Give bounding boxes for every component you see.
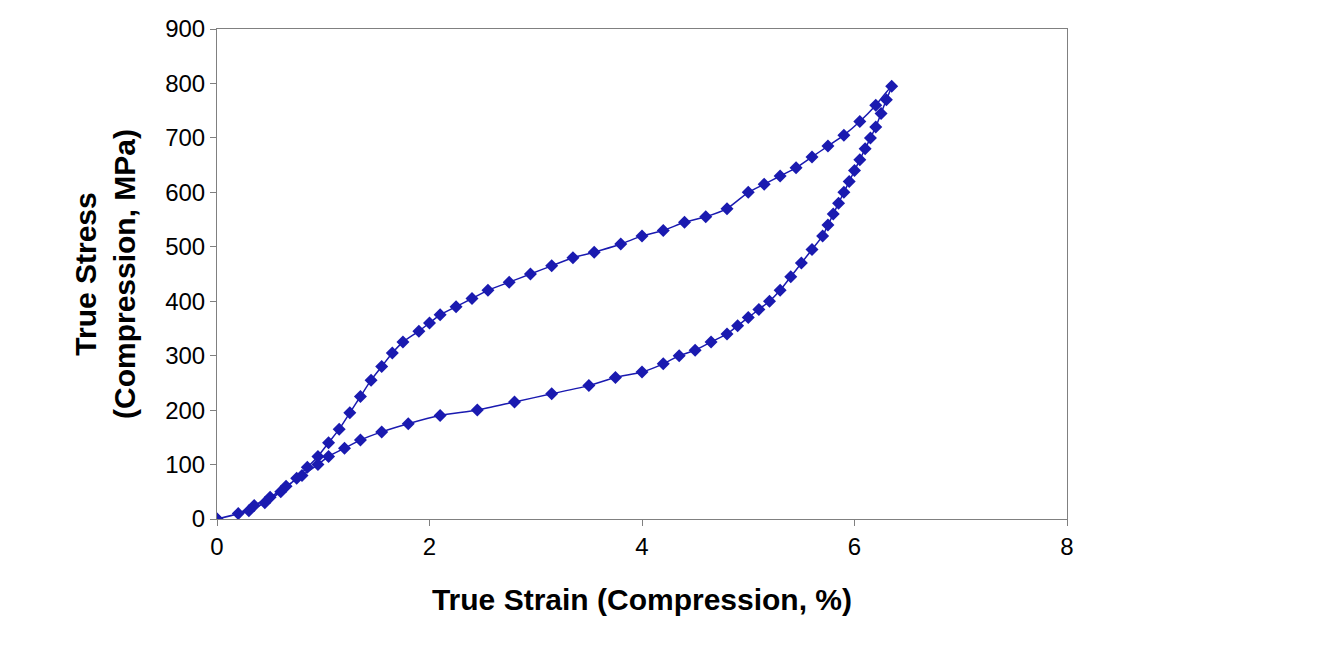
svg-text:6: 6 xyxy=(848,533,861,560)
svg-text:100: 100 xyxy=(165,451,205,478)
svg-text:300: 300 xyxy=(165,342,205,369)
svg-text:8: 8 xyxy=(1060,533,1073,560)
svg-text:0: 0 xyxy=(192,505,205,532)
svg-text:2: 2 xyxy=(423,533,436,560)
svg-text:True Strain (Compression, %): True Strain (Compression, %) xyxy=(432,583,852,616)
svg-text:500: 500 xyxy=(165,233,205,260)
svg-text:200: 200 xyxy=(165,397,205,424)
svg-text:4: 4 xyxy=(635,533,648,560)
svg-text:700: 700 xyxy=(165,124,205,151)
svg-text:800: 800 xyxy=(165,70,205,97)
svg-text:True Stress(Compression, MPa): True Stress(Compression, MPa) xyxy=(69,129,141,419)
svg-text:900: 900 xyxy=(165,15,205,42)
svg-text:400: 400 xyxy=(165,288,205,315)
svg-text:600: 600 xyxy=(165,179,205,206)
svg-text:0: 0 xyxy=(210,533,223,560)
